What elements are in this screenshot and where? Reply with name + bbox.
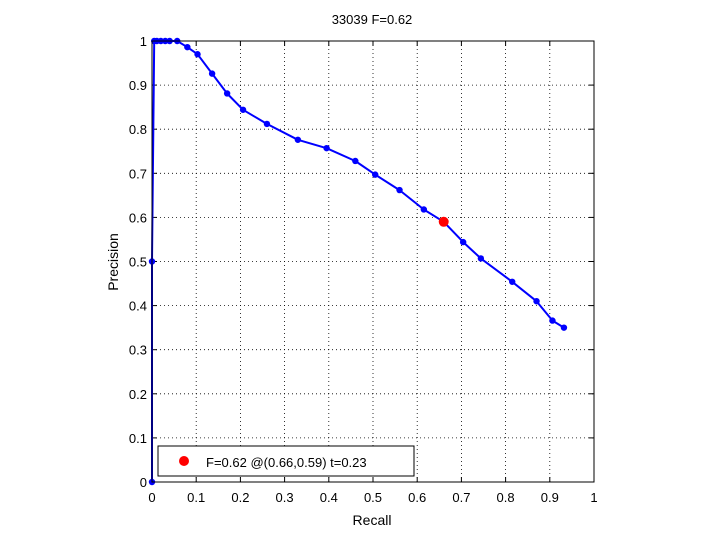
pr-curve-point xyxy=(194,51,201,58)
y-tick-label: 0.4 xyxy=(129,299,147,314)
best-f-point xyxy=(438,216,449,227)
x-tick-label: 1 xyxy=(590,490,597,505)
y-tick-label: 0.9 xyxy=(129,78,147,93)
x-tick-label: 0.3 xyxy=(276,490,294,505)
pr-curve-point xyxy=(323,144,330,152)
legend-box xyxy=(157,445,415,477)
grid-lines xyxy=(152,41,594,482)
x-tick-label: 0.2 xyxy=(231,490,249,505)
axes-border xyxy=(151,40,595,483)
highlight-layer xyxy=(438,216,449,227)
pr-curve-point xyxy=(263,120,271,128)
y-tick-labels: 0 0.1 0.2 0.3 0.4 0.5 0.6 0.7 0.8 0.9 1 xyxy=(129,34,147,490)
x-tick-label: 0.7 xyxy=(452,490,470,505)
pr-curve-point xyxy=(459,238,467,246)
legend: F=0.62 @(0.66,0.59) t=0.23 xyxy=(157,445,415,477)
y-tick-label: 0.6 xyxy=(129,210,147,225)
pr-curve-point xyxy=(560,324,568,331)
pr-curve-point xyxy=(396,186,403,194)
y-tick-label: 0.8 xyxy=(129,122,147,137)
y-axis-label: Precision xyxy=(105,233,121,291)
y-tick-label: 0.7 xyxy=(129,166,147,181)
pr-curve-point xyxy=(352,157,359,165)
x-tick-label: 0.4 xyxy=(320,490,338,505)
y-tick-label: 0.3 xyxy=(129,343,147,358)
pr-curve-point xyxy=(549,317,556,324)
x-tick-labels: 0 0.1 0.2 0.3 0.4 0.5 0.6 0.7 0.8 0.9 1 xyxy=(148,490,597,505)
x-tick-label: 0.6 xyxy=(408,490,426,505)
y-tick-label: 1 xyxy=(140,34,147,49)
x-tick-label: 0 xyxy=(148,490,155,505)
y-tick-label: 0.2 xyxy=(129,387,147,402)
y-tick-label: 0.1 xyxy=(129,431,147,446)
x-tick-label: 0.5 xyxy=(364,490,382,505)
pr-curve-point xyxy=(477,255,485,262)
pr-curve-point xyxy=(372,171,379,178)
pr-curve-point xyxy=(184,43,191,51)
legend-label: F=0.62 @(0.66,0.59) t=0.23 xyxy=(206,455,367,470)
x-tick-label: 0.8 xyxy=(497,490,515,505)
y-tick-label: 0.5 xyxy=(129,255,147,270)
y-tick-label: 0 xyxy=(140,475,147,490)
chart-title: 33039 F=0.62 xyxy=(332,12,413,27)
x-axis-label: Recall xyxy=(353,512,392,528)
pr-curve-point xyxy=(239,106,247,113)
pr-curve-point xyxy=(533,297,540,305)
pr-curve-point xyxy=(208,70,216,77)
axes-frame xyxy=(151,40,595,483)
x-tick-label: 0.1 xyxy=(187,490,205,505)
pr-curve-point xyxy=(223,90,231,97)
pr-curve-point xyxy=(420,206,428,213)
pr-curve-point xyxy=(509,278,516,285)
pr-curve-point xyxy=(294,136,302,143)
x-tick-label: 0.9 xyxy=(541,490,559,505)
legend-marker xyxy=(179,456,189,466)
